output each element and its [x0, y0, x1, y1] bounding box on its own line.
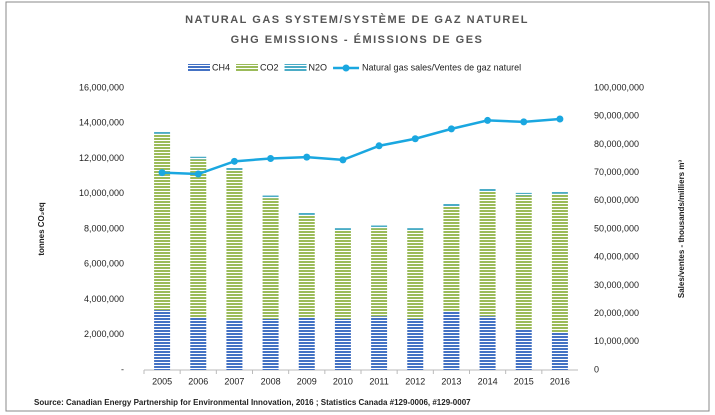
y-tick-label: 16,000,000 — [79, 82, 124, 92]
bar-segment — [154, 131, 171, 134]
bar-segment — [515, 195, 532, 330]
bar-segment — [551, 191, 568, 194]
x-tick-label: 2013 — [441, 376, 461, 386]
bar-segment — [190, 156, 207, 160]
chart-title: NATURAL GAS SYSTEM/SYSTÈME DE GAZ NATURE… — [185, 13, 529, 26]
x-tick-label: 2007 — [224, 376, 244, 386]
x-tick-label: 2015 — [514, 376, 534, 386]
y-tick-label: 8,000,000 — [84, 223, 124, 233]
legend-label: CO2 — [260, 62, 279, 72]
bar-segment — [226, 169, 243, 320]
y-tick-label: 14,000,000 — [79, 118, 124, 128]
line-point — [375, 142, 383, 150]
bar-segment — [190, 318, 207, 370]
legend-swatch — [188, 64, 210, 72]
bar-segment — [262, 198, 279, 319]
legend-label: N2O — [309, 62, 328, 72]
legend-swatch — [284, 64, 307, 72]
bar-segment — [226, 167, 243, 170]
y2-tick-label: 20,000,000 — [594, 308, 639, 318]
legend-marker — [342, 64, 350, 72]
y2-tick-label: 50,000,000 — [594, 223, 639, 233]
y-tick-label: 4,000,000 — [84, 294, 124, 304]
bar-segment — [371, 225, 388, 229]
bar-segment — [334, 318, 351, 370]
bar-segment — [515, 192, 532, 196]
bar-segment — [154, 310, 171, 370]
y2-tick-label: 60,000,000 — [594, 195, 639, 205]
line-point — [484, 116, 492, 124]
y-tick-label: 10,000,000 — [79, 188, 124, 198]
bar-segment — [443, 203, 460, 207]
line-point — [267, 155, 275, 162]
legend-label: CH4 — [212, 62, 230, 72]
bar-segment — [190, 159, 207, 319]
y2-tick-label: 30,000,000 — [594, 280, 639, 290]
line-point — [303, 153, 311, 161]
y2-tick-label: 70,000,000 — [594, 167, 639, 177]
y2-tick-label: 0 — [594, 364, 599, 374]
frame — [5, 1, 710, 412]
bar-segment — [407, 318, 424, 370]
bar-segment — [262, 195, 279, 199]
bar-segment — [407, 230, 424, 319]
line-point — [411, 135, 419, 143]
line-point — [158, 169, 166, 177]
bar-segment — [551, 332, 568, 370]
bar-segment — [479, 316, 496, 370]
bar-segment — [479, 191, 496, 317]
legend-label: Natural gas sales/Ventes de gaz naturel — [362, 62, 521, 72]
y-tick-label: - — [121, 364, 124, 374]
line-point — [556, 115, 564, 123]
line-series — [162, 117, 561, 176]
y2-tick-label: 90,000,000 — [594, 111, 639, 121]
bar-segment — [298, 214, 315, 318]
y-axis-title: tonnes CO₂eq — [37, 202, 46, 255]
bar-segment — [334, 230, 351, 319]
y2-tick-label: 80,000,000 — [594, 139, 639, 149]
bar-segment — [443, 310, 460, 370]
line-point — [520, 118, 528, 126]
bar-segment — [298, 212, 315, 215]
source-note: Source: Canadian Energy Partnership for … — [34, 398, 471, 407]
y2-tick-label: 10,000,000 — [594, 336, 639, 346]
line-point — [230, 157, 238, 165]
bar-segment — [154, 133, 171, 311]
bar-segment — [262, 318, 279, 370]
line-point — [447, 125, 455, 133]
bar-segment — [443, 206, 460, 311]
bar-segment — [371, 228, 388, 317]
y-tick-label: 12,000,000 — [79, 153, 124, 163]
bar-segment — [334, 228, 351, 231]
bar-segment — [515, 329, 532, 370]
x-tick-label: 2014 — [478, 376, 498, 386]
bar-segment — [407, 228, 424, 231]
y2-axis-title: Sales/ventes - thousands/milliers m³ — [677, 160, 686, 299]
y2-tick-label: 100,000,000 — [594, 82, 644, 92]
bar-segment — [226, 319, 243, 370]
bar-segment — [551, 193, 568, 333]
x-tick-label: 2011 — [369, 376, 388, 386]
bar-segment — [479, 188, 496, 192]
chart-subtitle: GHG EMISSIONS - ÉMISSIONS DE GES — [231, 33, 484, 46]
legend-swatch — [236, 64, 259, 72]
bar-segment — [371, 316, 388, 370]
x-tick-label: 2005 — [152, 376, 172, 386]
x-tick-label: 2008 — [261, 376, 281, 386]
line-point — [339, 156, 347, 164]
x-tick-label: 2016 — [550, 376, 570, 386]
x-tick-label: 2006 — [188, 376, 208, 386]
y-tick-label: 6,000,000 — [84, 259, 124, 269]
x-tick-label: 2009 — [297, 376, 317, 386]
y2-tick-label: 40,000,000 — [594, 252, 639, 262]
x-tick-label: 2012 — [405, 376, 425, 386]
line-point — [194, 170, 202, 178]
bar-segment — [298, 317, 315, 370]
y-tick-label: 2,000,000 — [84, 329, 124, 339]
x-tick-label: 2010 — [333, 376, 353, 386]
